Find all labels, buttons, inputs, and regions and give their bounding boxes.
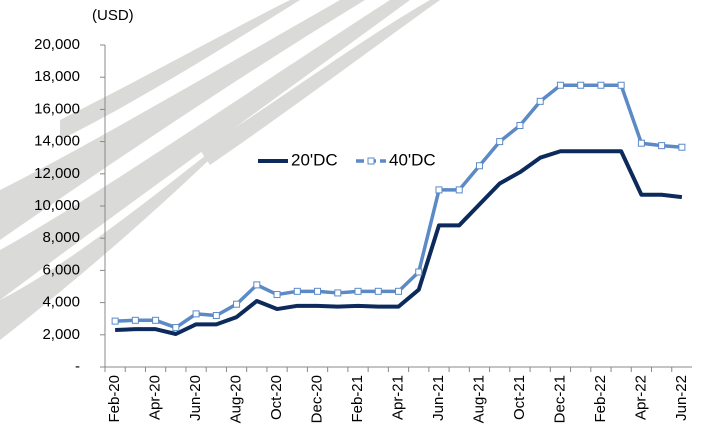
series-marker	[213, 312, 219, 318]
legend-marker	[368, 158, 374, 164]
series-marker	[153, 317, 159, 323]
series-line	[115, 151, 682, 334]
x-tick-label: Feb-20	[106, 375, 123, 423]
y-tick-label: 20,000	[34, 36, 80, 53]
series-marker	[254, 282, 260, 288]
y-tick-label: 6,000	[42, 261, 80, 278]
x-tick-label: Feb-21	[349, 375, 366, 423]
series-marker	[679, 144, 685, 150]
series-marker	[274, 292, 280, 298]
series-marker	[598, 82, 604, 88]
series-marker	[132, 317, 138, 323]
x-tick-label: Dec-21	[551, 375, 568, 423]
x-tick-label: Jun-21	[430, 375, 447, 421]
y-tick-label: 12,000	[34, 165, 80, 182]
x-tick-label: Dec-20	[309, 375, 326, 423]
y-tick-label: 16,000	[34, 100, 80, 117]
x-tick-label: Oct-20	[268, 375, 285, 420]
series-marker	[355, 288, 361, 294]
series-marker	[315, 288, 321, 294]
y-tick-label: 10,000	[34, 197, 80, 214]
series-marker	[578, 82, 584, 88]
series-marker	[537, 98, 543, 104]
y-tick-label: 8,000	[42, 229, 80, 246]
series-marker	[335, 290, 341, 296]
x-tick-label: Aug-20	[228, 375, 245, 423]
series-marker	[497, 139, 503, 145]
x-tick-label: Oct-21	[511, 375, 528, 420]
series-marker	[193, 311, 199, 317]
series-marker	[618, 82, 624, 88]
series-marker	[112, 318, 118, 324]
y-axis-label: (USD)	[92, 7, 134, 24]
series-marker	[173, 325, 179, 331]
series-marker	[375, 288, 381, 294]
series-marker	[659, 143, 665, 149]
series-marker	[234, 301, 240, 307]
series-marker	[456, 187, 462, 193]
y-tick-label: 18,000	[34, 68, 80, 85]
series-marker	[557, 82, 563, 88]
series-marker	[517, 123, 523, 129]
y-tick-label: 2,000	[42, 326, 80, 343]
series-marker	[416, 269, 422, 275]
series-marker	[476, 163, 482, 169]
y-tick-label: -	[75, 358, 80, 375]
legend-label: 40'DC	[389, 150, 436, 169]
chart: (USD) - 2,000 4,000 6,000 8,000 10,000 12,000 1…	[0, 0, 710, 443]
x-tick-label: Apr-21	[389, 375, 406, 420]
legend-label: 20'DC	[291, 150, 338, 169]
y-tick-label: 14,000	[34, 133, 80, 150]
x-tick-label: Jun-20	[187, 375, 204, 421]
y-tick-label: 4,000	[42, 294, 80, 311]
x-tick-label: Feb-22	[592, 375, 609, 423]
series-marker	[396, 288, 402, 294]
x-tick-label: Aug-21	[470, 375, 487, 423]
x-tick-label: Jun-22	[673, 375, 690, 421]
x-tick-label: Apr-20	[147, 375, 164, 420]
series-marker	[638, 140, 644, 146]
series-marker	[436, 187, 442, 193]
x-tick-label: Apr-22	[632, 375, 649, 420]
series-marker	[294, 288, 300, 294]
